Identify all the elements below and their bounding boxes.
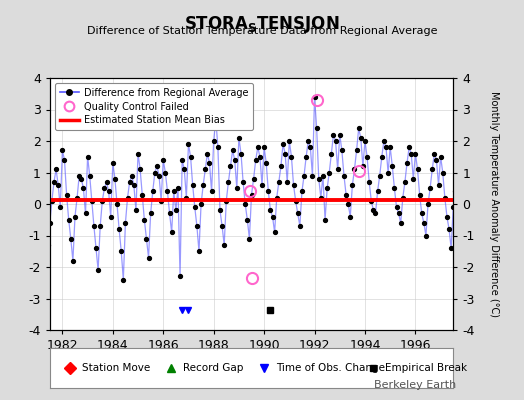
Text: Difference of Station Temperature Data from Regional Average: Difference of Station Temperature Data f… bbox=[87, 26, 437, 36]
Y-axis label: Monthly Temperature Anomaly Difference (°C): Monthly Temperature Anomaly Difference (… bbox=[488, 91, 498, 317]
Text: Record Gap: Record Gap bbox=[183, 363, 243, 373]
Text: STORA$_{\mathregular{S}}$TENSJON: STORA$_{\mathregular{S}}$TENSJON bbox=[184, 14, 340, 35]
Text: Time of Obs. Change: Time of Obs. Change bbox=[276, 363, 385, 373]
Text: Berkeley Earth: Berkeley Earth bbox=[374, 380, 456, 390]
Text: Station Move: Station Move bbox=[82, 363, 150, 373]
Legend: Difference from Regional Average, Quality Control Failed, Estimated Station Mean: Difference from Regional Average, Qualit… bbox=[54, 83, 253, 130]
Text: Empirical Break: Empirical Break bbox=[385, 363, 467, 373]
